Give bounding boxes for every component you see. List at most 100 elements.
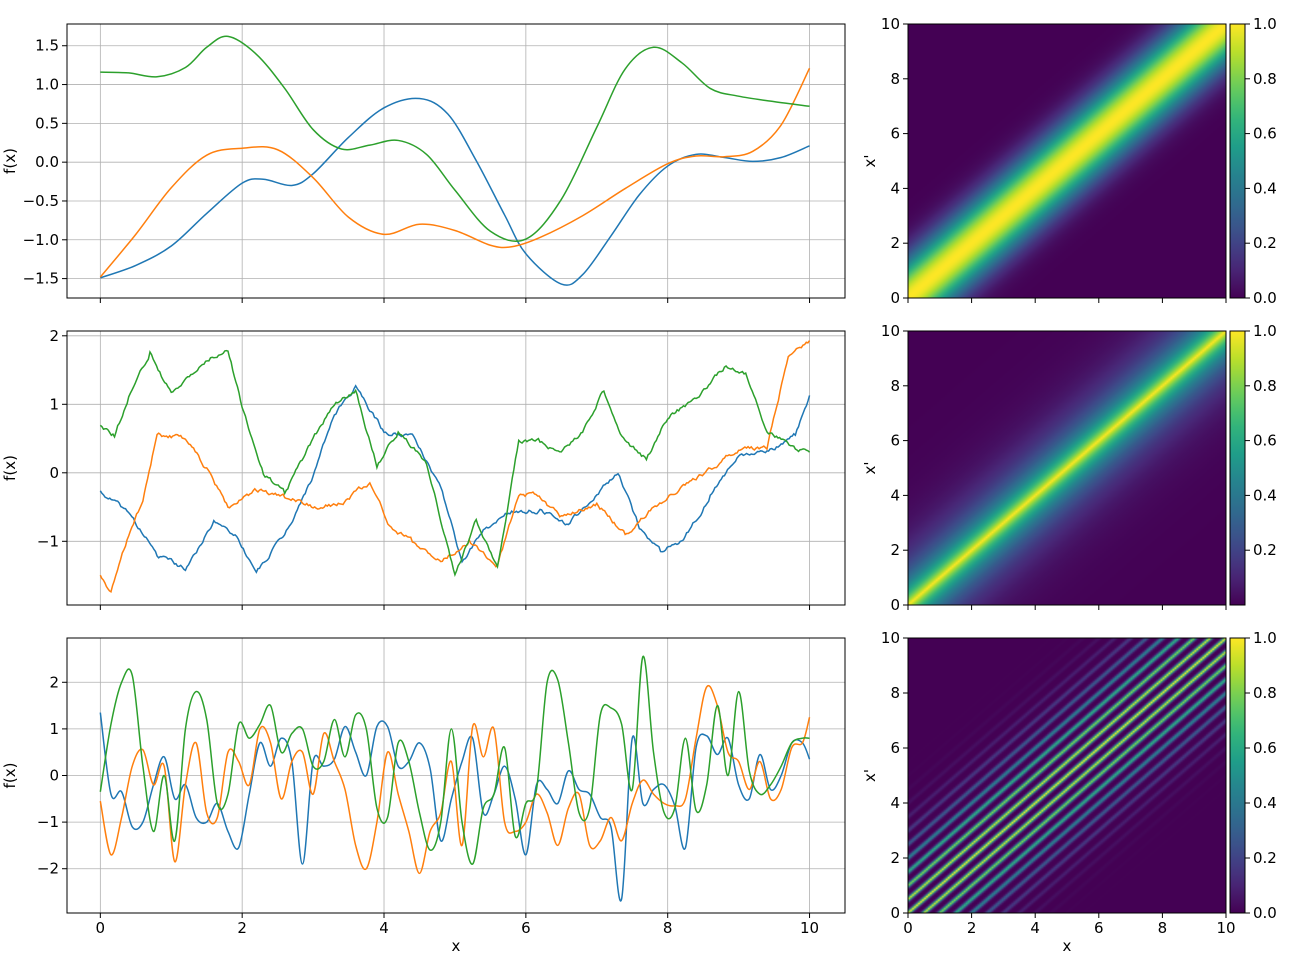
axes-frame: [66, 330, 846, 606]
y-tick-label: −1.0: [23, 231, 59, 249]
colorbar-gradient: [1229, 637, 1246, 914]
y-tick-label: 8: [890, 684, 900, 702]
colorbar-tick-label: 0.8: [1253, 70, 1277, 88]
x-tick-label: 10: [800, 919, 819, 937]
series-line-3: [100, 35, 810, 242]
y-tick-label: 8: [890, 377, 900, 395]
y-tick-label: 1.0: [35, 76, 59, 94]
y-tick-label: 10: [881, 629, 900, 647]
y-tick-label: 4: [890, 179, 900, 197]
colorbar-tick-label: 1.0: [1253, 629, 1277, 647]
colorbar: 0.0 0.2 0.4 0.6 0.8 1.0: [1229, 629, 1277, 922]
y-axis-label: f(x): [1, 455, 19, 481]
kernel-heatmap: [908, 638, 1226, 913]
y-tick-label: 2: [49, 673, 59, 691]
colorbar-tick-label: 0.8: [1253, 684, 1277, 702]
x-tick-label: 0: [903, 919, 913, 937]
y-tick-label: 8: [890, 70, 900, 88]
colorbar-tick-label: 0.2: [1253, 541, 1277, 559]
y-tick-label: −1: [37, 532, 59, 550]
line-panel-3: 0 2 4 6 8 10 −2 −1 0 1 2 f(x) x: [1, 637, 846, 955]
colorbar-tick-label: 1.0: [1253, 322, 1277, 340]
y-tick-label: 0: [890, 904, 900, 922]
y-tick-label: 1.5: [35, 37, 59, 55]
x-tick-label: 8: [663, 919, 673, 937]
y-tick-label: 0: [49, 464, 59, 482]
axes-frame: [907, 330, 1227, 606]
y-axis-label: x': [861, 769, 879, 782]
y-tick-label: 4: [890, 486, 900, 504]
colorbar-tick-label: 0.8: [1253, 377, 1277, 395]
x-tick-label: 8: [1158, 919, 1168, 937]
series-line-3: [99, 349, 811, 577]
y-tick-label: 2: [890, 234, 900, 252]
x-tick-label: 6: [521, 919, 531, 937]
y-tick-label: 4: [890, 794, 900, 812]
heatmap-panel-3: 0 2 4 6 8 10 0 2 4 6 8 10 x' x 0.0 0.2 0.4 0.6 0.8 1.0: [861, 629, 1277, 955]
colorbar-tick-label: 0.2: [1253, 234, 1277, 252]
heatmap-panel-1: 0 2 4 6 8 10 x' 0.0 0.2 0.4 0.6 0.8 1.0: [861, 15, 1277, 307]
axes-frame: [66, 23, 846, 299]
y-tick-label: 6: [890, 432, 900, 450]
series-line-1: [99, 384, 811, 574]
y-tick-label: 2: [890, 541, 900, 559]
x-tick-label: 2: [237, 919, 247, 937]
line-panel-2: −1 0 1 2 f(x): [1, 327, 846, 610]
y-axis-label: x': [861, 461, 879, 474]
colorbar-tick-label: 1.0: [1253, 15, 1277, 33]
colorbar-tick-label: 0.6: [1253, 739, 1277, 757]
x-tick-label: 10: [1216, 919, 1235, 937]
y-tick-label: 1: [49, 395, 59, 413]
colorbar-gradient: [1229, 330, 1246, 606]
x-axis-label: x: [452, 937, 461, 955]
heatmap-panel-2: 0 2 4 6 8 10 x' 0.2 0.4 0.6 0.8 1.0: [861, 322, 1277, 614]
y-tick-label: 0: [49, 767, 59, 785]
x-tick-label: 6: [1094, 919, 1104, 937]
x-tick-label: 2: [967, 919, 977, 937]
kernel-heatmap: [908, 331, 1226, 605]
x-axis-label: x: [1063, 937, 1072, 955]
colorbar-tick-label: 0.4: [1253, 794, 1277, 812]
series-line-1: [100, 97, 810, 286]
y-tick-label: 10: [881, 322, 900, 340]
series-line-2: [99, 340, 811, 594]
series-line-1: [99, 712, 811, 902]
colorbar: 0.0 0.2 0.4 0.6 0.8 1.0: [1229, 15, 1277, 307]
colorbar-tick-label: 0.4: [1253, 486, 1277, 504]
series-line-2: [99, 67, 811, 278]
kernel-heatmap: [908, 24, 1226, 298]
y-tick-label: 6: [890, 125, 900, 143]
x-tick-label: 0: [96, 919, 106, 937]
colorbar-tick-label: 0.6: [1253, 432, 1277, 450]
x-tick-label: 4: [379, 919, 389, 937]
colorbar-tick-label: 0.4: [1253, 179, 1277, 197]
y-tick-label: 2: [49, 327, 59, 345]
colorbar-tick-label: 0.6: [1253, 125, 1277, 143]
colorbar-tick-label: 0.0: [1253, 289, 1277, 307]
series-line-2: [99, 684, 811, 875]
y-tick-label: 0: [890, 289, 900, 307]
y-axis-label: f(x): [1, 148, 19, 174]
y-tick-label: 0.0: [35, 153, 59, 171]
colorbar: 0.2 0.4 0.6 0.8 1.0: [1229, 322, 1277, 606]
y-tick-label: 0: [890, 596, 900, 614]
y-tick-label: 2: [890, 849, 900, 867]
line-panel-1: −1.5 −1.0 −0.5 0.0 0.5 1.0 1.5 f(x): [1, 23, 846, 303]
y-tick-label: 0.5: [35, 114, 59, 132]
colorbar-tick-label: 0.2: [1253, 849, 1277, 867]
series-line-3: [99, 655, 810, 865]
colorbar-gradient: [1229, 23, 1246, 299]
y-tick-label: 6: [890, 739, 900, 757]
y-tick-label: −0.5: [23, 192, 59, 210]
x-tick-label: 4: [1030, 919, 1040, 937]
axes-frame: [907, 637, 1227, 914]
y-axis-label: x': [861, 154, 879, 167]
y-tick-label: −1: [37, 813, 59, 831]
y-tick-label: 1: [49, 720, 59, 738]
axes-frame: [907, 23, 1227, 299]
y-axis-label: f(x): [1, 763, 19, 789]
y-tick-label: −1.5: [23, 270, 59, 288]
y-tick-label: 10: [881, 15, 900, 33]
colorbar-tick-label: 0.0: [1253, 904, 1277, 922]
